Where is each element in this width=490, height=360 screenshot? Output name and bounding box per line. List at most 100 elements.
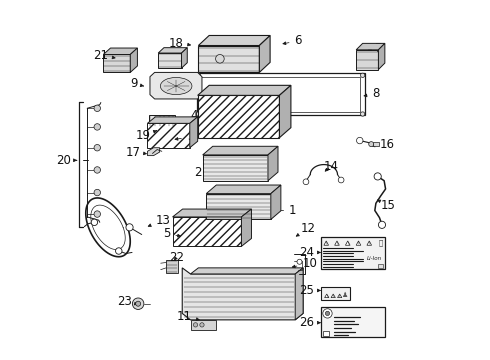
Bar — [321, 287, 350, 300]
Circle shape — [126, 224, 133, 231]
Text: !: ! — [358, 242, 359, 246]
Polygon shape — [338, 294, 342, 298]
Polygon shape — [158, 53, 181, 68]
Polygon shape — [103, 54, 130, 72]
Text: !: ! — [347, 242, 348, 246]
Polygon shape — [191, 268, 303, 274]
Text: !: ! — [332, 295, 334, 299]
Text: 2: 2 — [194, 166, 212, 179]
Bar — [323, 331, 329, 336]
Polygon shape — [197, 85, 291, 95]
Polygon shape — [324, 241, 329, 245]
Polygon shape — [203, 146, 278, 155]
Circle shape — [338, 177, 344, 183]
Text: !: ! — [326, 295, 328, 299]
Circle shape — [94, 105, 100, 112]
Polygon shape — [147, 148, 160, 156]
Circle shape — [196, 112, 200, 116]
Bar — [378, 264, 383, 267]
Bar — [149, 116, 175, 127]
Polygon shape — [345, 241, 350, 245]
Polygon shape — [182, 268, 303, 320]
Text: 9: 9 — [131, 77, 144, 90]
Text: 7: 7 — [368, 41, 382, 54]
Polygon shape — [295, 268, 303, 320]
Text: 5: 5 — [163, 227, 180, 240]
Circle shape — [378, 221, 386, 228]
Circle shape — [94, 167, 100, 173]
Text: 19: 19 — [136, 129, 157, 142]
Polygon shape — [206, 194, 271, 220]
Text: 11: 11 — [177, 310, 199, 323]
Circle shape — [216, 54, 224, 63]
Text: 10: 10 — [293, 257, 317, 270]
Polygon shape — [147, 117, 197, 123]
Circle shape — [116, 248, 122, 254]
Polygon shape — [198, 45, 259, 72]
Circle shape — [368, 141, 374, 147]
Bar — [321, 307, 385, 337]
Circle shape — [94, 211, 100, 217]
Text: 24: 24 — [299, 246, 320, 259]
Polygon shape — [268, 146, 278, 181]
Circle shape — [357, 137, 363, 144]
Text: ♟: ♟ — [342, 292, 348, 298]
Bar — [201, 77, 361, 112]
Text: 14: 14 — [323, 160, 338, 173]
Polygon shape — [203, 155, 268, 181]
Circle shape — [194, 323, 197, 327]
Text: 17: 17 — [125, 145, 147, 158]
Polygon shape — [158, 48, 187, 53]
Text: ⌛: ⌛ — [378, 240, 383, 247]
Text: 6: 6 — [283, 34, 302, 48]
Text: !: ! — [339, 295, 341, 299]
Polygon shape — [172, 209, 251, 217]
Ellipse shape — [160, 77, 192, 95]
Polygon shape — [378, 43, 385, 69]
Circle shape — [94, 144, 100, 151]
Text: 16: 16 — [372, 138, 394, 150]
Circle shape — [196, 73, 200, 77]
Circle shape — [303, 179, 309, 185]
Text: 18: 18 — [169, 36, 191, 50]
Polygon shape — [206, 185, 281, 194]
Bar — [166, 260, 177, 273]
Circle shape — [91, 219, 98, 226]
Text: Li-Ion: Li-Ion — [367, 256, 382, 261]
Polygon shape — [324, 294, 329, 298]
Text: 22: 22 — [169, 251, 184, 264]
Polygon shape — [242, 209, 251, 246]
Text: !: ! — [368, 242, 370, 246]
Circle shape — [94, 124, 100, 130]
Polygon shape — [259, 36, 270, 72]
Polygon shape — [356, 43, 385, 50]
Text: 25: 25 — [299, 284, 320, 297]
Circle shape — [361, 112, 365, 116]
Polygon shape — [356, 241, 361, 245]
Polygon shape — [103, 48, 137, 54]
Circle shape — [374, 173, 381, 180]
Circle shape — [94, 189, 100, 196]
Text: 20: 20 — [56, 154, 77, 167]
Polygon shape — [130, 48, 137, 72]
Bar — [147, 123, 190, 148]
Polygon shape — [198, 36, 270, 45]
Polygon shape — [335, 241, 339, 245]
Text: 15: 15 — [378, 199, 395, 212]
Bar — [197, 95, 279, 138]
Text: 3: 3 — [175, 130, 194, 144]
Text: 26: 26 — [299, 316, 320, 329]
Polygon shape — [279, 85, 291, 138]
Circle shape — [323, 309, 332, 318]
Circle shape — [325, 311, 330, 316]
Circle shape — [132, 298, 144, 310]
Polygon shape — [356, 50, 378, 69]
Text: 8: 8 — [364, 87, 380, 100]
Polygon shape — [190, 117, 197, 148]
Circle shape — [200, 323, 204, 327]
Text: 4: 4 — [190, 109, 208, 122]
Circle shape — [361, 73, 365, 77]
Bar — [321, 237, 385, 269]
Text: 13: 13 — [148, 214, 170, 227]
Text: !: ! — [336, 242, 338, 246]
